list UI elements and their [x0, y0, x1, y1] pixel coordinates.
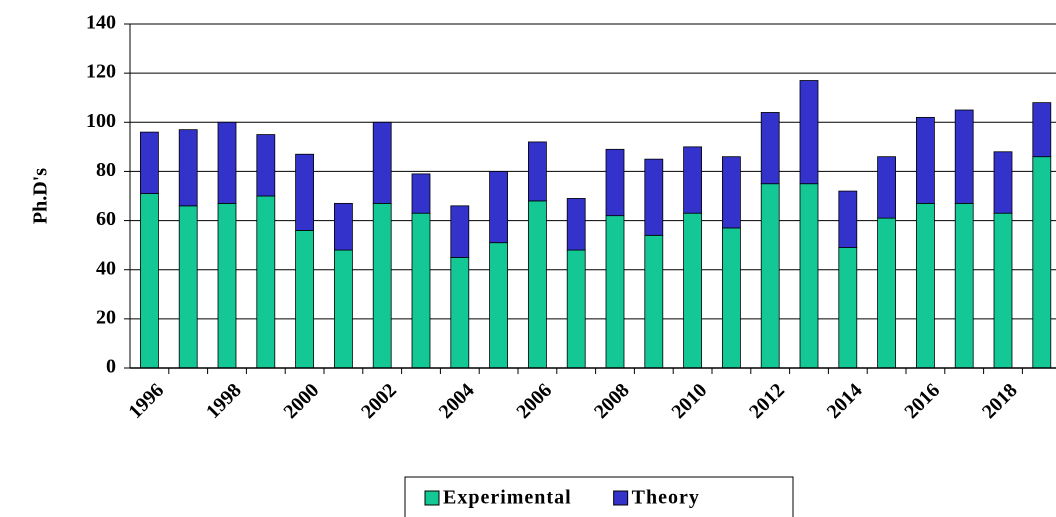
y-tick-label: 40: [96, 257, 116, 279]
bar-segment: [411, 173, 431, 214]
bar-segment: [799, 183, 819, 369]
bar-segment: [877, 217, 896, 369]
bar-segment: [644, 234, 664, 369]
x-tick-label: 2000: [280, 379, 324, 423]
bar-segment: [411, 212, 431, 369]
legend-swatch: [424, 490, 440, 506]
bar-segment: [450, 257, 470, 369]
y-axis-label: Ph.D's: [30, 168, 52, 224]
bar-segment: [566, 198, 586, 251]
bar-segment: [295, 229, 315, 369]
bar-segment: [139, 193, 159, 369]
bar-segment: [178, 129, 198, 207]
y-tick-label: 0: [106, 356, 116, 378]
bar-segment: [217, 202, 237, 369]
legend-label: Experimental: [443, 487, 572, 509]
bar-segment: [139, 131, 159, 194]
bar-segment: [372, 121, 392, 204]
x-tick-label: 2018: [978, 379, 1022, 423]
y-tick-label: 140: [86, 12, 116, 34]
y-tick-label: 80: [96, 159, 116, 181]
bar-segment: [1032, 156, 1052, 369]
y-tick-label: 60: [96, 208, 116, 230]
bar-segment: [295, 153, 315, 231]
bar-segment: [877, 156, 896, 219]
bar-segment: [489, 171, 509, 244]
bar-segment: [256, 195, 276, 369]
y-tick-label: 120: [86, 61, 116, 83]
y-tick-label: 20: [96, 306, 116, 328]
bar-segment: [566, 249, 586, 369]
x-tick-label: 2012: [745, 379, 789, 423]
bar-segment: [333, 249, 353, 369]
bar-segment: [178, 205, 198, 369]
bar-segment: [916, 116, 935, 204]
x-tick-label: 2010: [668, 379, 712, 423]
bar-segment: [528, 200, 547, 369]
x-tick-label: 2002: [357, 379, 401, 423]
bar-segment: [256, 134, 276, 197]
bar-segment: [722, 156, 741, 229]
bar-segment: [489, 242, 509, 369]
x-tick-label: 2004: [435, 379, 479, 423]
bar-segment: [954, 202, 974, 369]
x-tick-label: 1996: [124, 379, 168, 423]
bar-segment: [217, 121, 237, 204]
x-tick-label: 2016: [900, 379, 944, 423]
bar-segment: [993, 151, 1013, 214]
bar-segment: [683, 146, 702, 214]
bar-segment: [605, 215, 625, 369]
bar-segment: [760, 112, 780, 185]
bar-segment: [683, 212, 702, 369]
bar-segment: [954, 109, 974, 204]
bar-segment: [644, 158, 664, 236]
bar-segment: [333, 202, 353, 251]
legend-box: [404, 476, 794, 517]
x-tick-label: 2014: [823, 379, 867, 423]
bar-segment: [799, 80, 819, 185]
legend-swatch: [613, 490, 629, 506]
x-tick-label: 2008: [590, 379, 634, 423]
bar-segment: [372, 202, 392, 369]
bar-segment: [838, 247, 858, 369]
bar-segment: [722, 227, 741, 369]
legend-label: Theory: [632, 487, 700, 509]
bar-segment: [605, 148, 625, 217]
bar-segment: [916, 202, 935, 369]
bar-segment: [760, 183, 780, 369]
bar-segment: [838, 190, 858, 248]
y-tick-label: 100: [86, 110, 116, 132]
bar-segment: [993, 212, 1013, 369]
bar-segment: [528, 141, 547, 202]
bar-segment: [450, 205, 470, 258]
x-tick-label: 1998: [202, 379, 246, 423]
bar-segment: [1032, 102, 1052, 158]
x-tick-label: 2006: [512, 379, 556, 423]
